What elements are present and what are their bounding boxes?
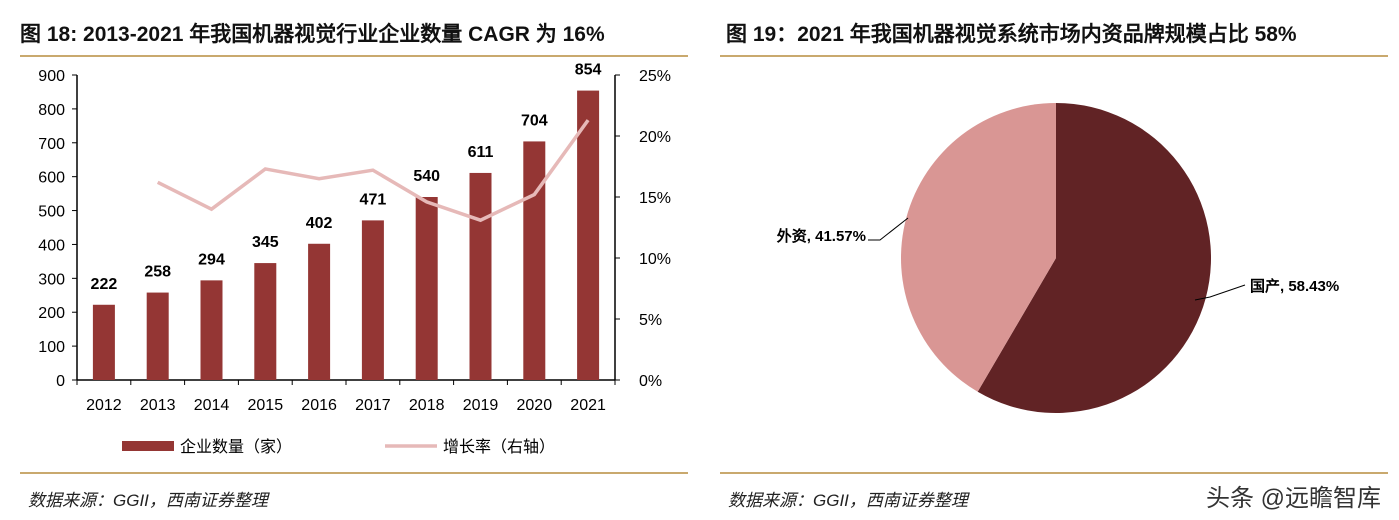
watermark: 头条 @远瞻智库 xyxy=(1205,485,1381,512)
y-tick-label: 900 xyxy=(38,68,65,85)
pie-slice xyxy=(977,103,1212,413)
x-tick-label: 2021 xyxy=(570,397,606,414)
x-tick-label: 2016 xyxy=(301,397,337,414)
x-tick-label: 2015 xyxy=(248,397,284,414)
bar xyxy=(577,90,600,380)
x-tick-label: 2018 xyxy=(409,397,445,414)
source-rule-left xyxy=(20,472,688,474)
source-left: 数据来源：GGII，西南证券整理 xyxy=(28,491,268,510)
bar-data-label: 258 xyxy=(144,264,171,281)
x-tick-label: 2019 xyxy=(463,397,499,414)
y2-tick-label: 20% xyxy=(639,129,671,146)
x-tick-label: 2012 xyxy=(86,397,122,414)
bar xyxy=(361,220,384,380)
y2-tick-label: 0% xyxy=(639,373,662,390)
source-right: 数据来源：GGII，西南证券整理 xyxy=(728,491,968,510)
y2-tick-label: 5% xyxy=(639,312,662,329)
bar xyxy=(523,141,546,380)
bar-data-label: 294 xyxy=(198,251,225,268)
leader-line xyxy=(1194,284,1246,301)
bar-data-label: 222 xyxy=(91,276,118,293)
pie-label: 外资, 41.57% xyxy=(776,227,866,245)
bar xyxy=(308,243,331,380)
y-tick-label: 800 xyxy=(38,102,65,119)
bar xyxy=(146,292,169,380)
y-tick-label: 500 xyxy=(38,204,65,221)
bar xyxy=(469,172,492,380)
y2-tick-label: 15% xyxy=(639,190,671,207)
bar-data-label: 704 xyxy=(521,112,548,129)
bar-data-label: 402 xyxy=(306,215,333,232)
x-tick-label: 2017 xyxy=(355,397,391,414)
source-rule-right xyxy=(720,472,1388,474)
bar xyxy=(92,304,115,380)
pie-slice xyxy=(900,103,1056,392)
bar xyxy=(415,197,438,380)
bar-data-label: 471 xyxy=(360,191,387,208)
bar-data-label: 345 xyxy=(252,234,279,251)
y-tick-label: 200 xyxy=(38,305,65,322)
y-tick-label: 700 xyxy=(38,136,65,153)
pie-label: 国产, 58.43% xyxy=(1250,277,1339,295)
chart-title-left: 图 18: 2013-2021 年我国机器视觉行业企业数量 CAGR 为 16% xyxy=(20,23,605,46)
y-tick-label: 0 xyxy=(56,373,65,390)
x-tick-label: 2013 xyxy=(140,397,176,414)
y-tick-label: 300 xyxy=(38,271,65,288)
title-rule-left xyxy=(20,55,688,57)
y-tick-label: 100 xyxy=(38,339,65,356)
bar xyxy=(200,280,223,380)
bar-data-label: 611 xyxy=(468,144,494,161)
y-tick-label: 400 xyxy=(38,237,65,254)
x-tick-label: 2020 xyxy=(517,397,553,414)
y2-tick-label: 25% xyxy=(639,68,671,85)
legend-bar-label: 企业数量（家） xyxy=(180,438,292,456)
x-tick-label: 2014 xyxy=(194,397,230,414)
chart-title-right: 图 19：2021 年我国机器视觉系统市场内资品牌规模占比 58% xyxy=(726,23,1297,46)
bar xyxy=(254,263,277,380)
y-tick-label: 600 xyxy=(38,170,65,187)
y2-tick-label: 10% xyxy=(639,251,671,268)
legend-bar-swatch xyxy=(122,441,174,451)
legend-line-label: 增长率（右轴） xyxy=(443,438,555,456)
bar-data-label: 540 xyxy=(413,168,440,185)
bar-data-label: 854 xyxy=(575,62,602,79)
title-rule-right xyxy=(720,55,1388,57)
leader-line xyxy=(868,217,909,241)
